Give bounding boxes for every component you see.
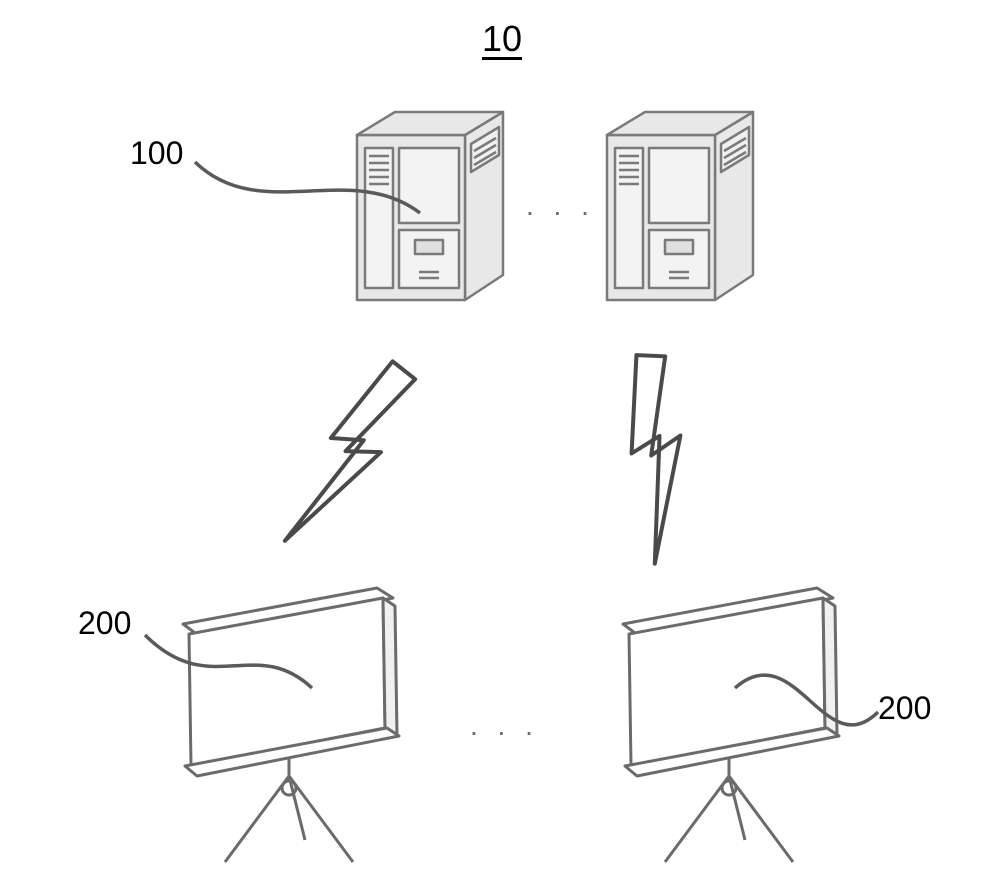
connector-200-right [0, 0, 1000, 879]
diagram-canvas: 10 100 200 200 . . . . . . [0, 0, 1000, 879]
